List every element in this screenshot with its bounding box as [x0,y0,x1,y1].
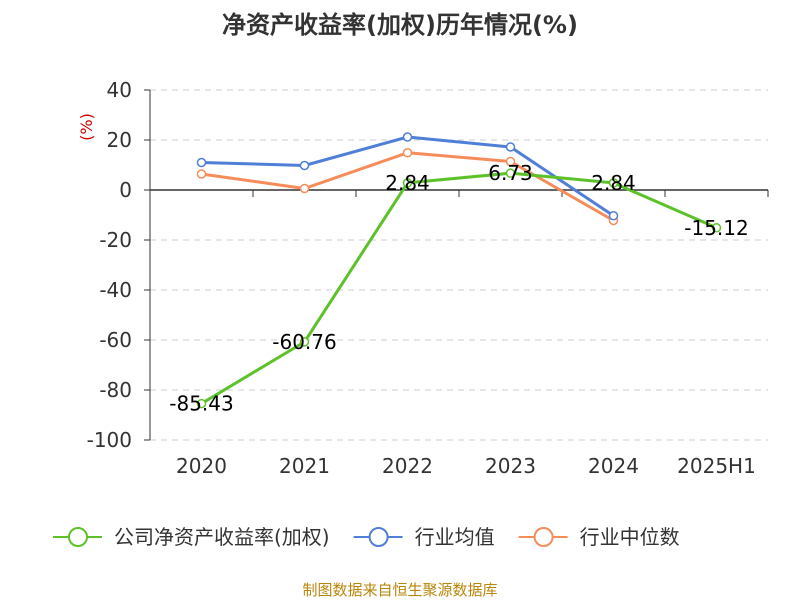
series-line [200,171,718,405]
data-label: -85.43 [169,392,233,416]
series-layer [196,132,722,409]
legend-marker [533,527,554,547]
data-label: 2.84 [591,171,636,195]
data-point [402,148,413,158]
data-point [608,211,619,221]
data-point [402,178,413,188]
y-axis-unit-label: (%) [77,113,96,141]
y-tick-label: 0 [119,178,132,202]
data-point [505,168,516,178]
legend: 公司净资产收益率(加权) 行业均值 行业中位数 [53,525,680,549]
legend-label: 行业均值 [415,525,495,549]
data-point [505,142,516,152]
data-label: -15.12 [684,216,748,240]
data-point [402,132,413,142]
y-tick-label: -100 [87,428,132,452]
y-tick-label: -80 [99,378,132,402]
legend-label: 行业中位数 [580,525,680,549]
legend-marker [68,527,88,547]
data-label: -60.76 [272,330,336,354]
series-2 [196,148,619,226]
legend-label: 公司净资产收益率(加权) [114,525,330,549]
data-point [608,178,619,188]
data-point [299,337,310,347]
grid-lines [150,89,768,441]
y-tick-label: -20 [99,228,132,252]
x-tick-label: 2025H1 [677,454,756,478]
x-tick-label: 2022 [382,454,433,478]
data-point [299,183,310,194]
data-point [711,223,722,233]
series-1 [196,132,619,221]
y-tick-label: -60 [99,328,132,352]
data-point [196,169,207,179]
data-label: 6.73 [488,161,533,185]
legend-item: 行业中位数 [518,525,680,549]
y-tick-label: 40 [107,78,132,102]
data-labels: -85.43 -60.76 2.84 6.73 2.84 -15.12 [169,161,748,415]
series-0 [196,168,722,409]
legend-marker [368,527,389,547]
data-point [196,398,207,409]
data-label: 2.84 [385,171,430,195]
y-tick-label: -40 [99,278,132,302]
data-point [505,156,516,167]
axes: 40 20 0 -20 -40 -60 -80 -100 2020 2021 2022 2023 202… [87,78,769,478]
x-tick-label: 2024 [588,454,639,478]
x-tick-label: 2023 [485,454,536,478]
data-point [299,160,310,171]
chart-title: 净资产收益率(加权)历年情况(%) [222,11,578,39]
source-note: 制图数据来自恒生聚源数据库 [302,581,497,599]
x-tick-label: 2021 [279,454,330,478]
data-point [196,157,207,168]
legend-item: 行业均值 [353,525,495,549]
y-tick-label: 20 [107,128,132,152]
x-tick-label: 2020 [176,454,227,478]
legend-item: 公司净资产收益率(加权) [53,525,330,549]
